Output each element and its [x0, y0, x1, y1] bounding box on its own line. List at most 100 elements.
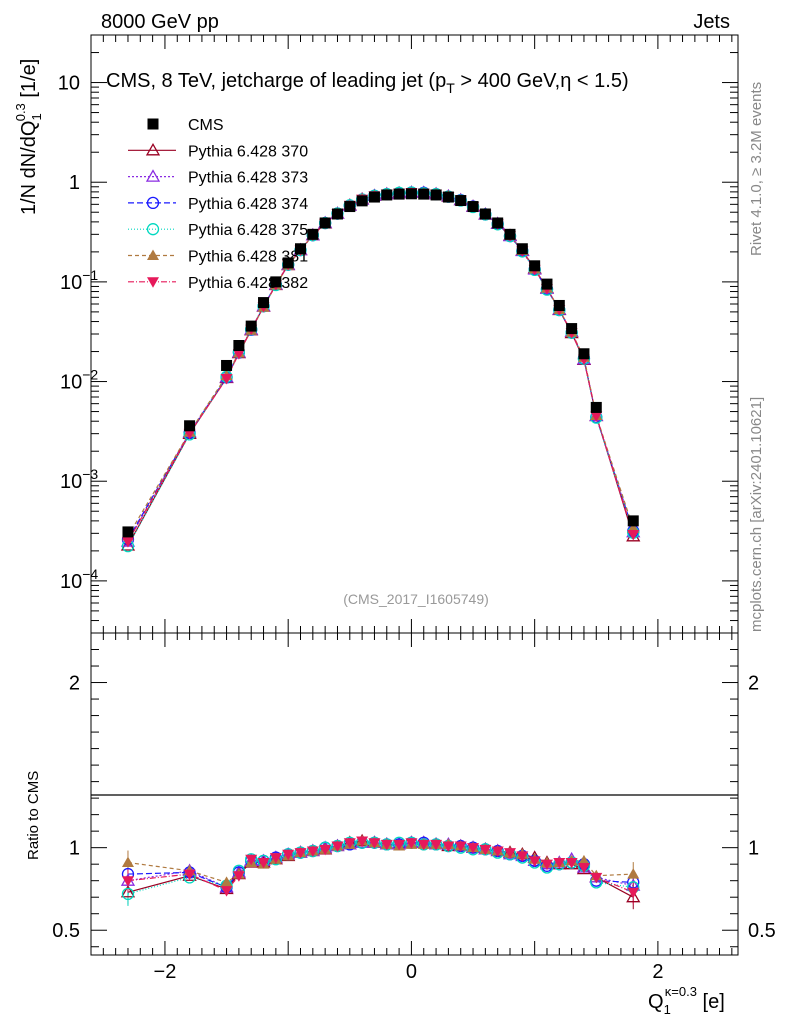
ratio-y-tick-label: 0.5 — [52, 920, 80, 942]
ratio-point-p382 — [269, 853, 282, 864]
chart-title-rest: > 400 GeV,η < 1.5) — [455, 70, 629, 92]
cms-point — [331, 208, 343, 220]
cms-point — [319, 217, 331, 229]
x-label-text: Q — [648, 991, 664, 1013]
ratio-y-tick-label-right: 1 — [748, 838, 759, 860]
legend-marker-p382 — [147, 277, 159, 288]
y-tick-base: 10 — [60, 471, 82, 493]
ratio-point-p382 — [417, 839, 430, 851]
chart-title: CMS, 8 TeV, jetcharge of leading jet (pT… — [106, 70, 629, 96]
point-p382 — [590, 411, 603, 423]
legend-marker-cms — [147, 118, 159, 130]
ratio-point-p370 — [626, 889, 641, 903]
y-label-main-unit: [1/e] — [18, 59, 40, 103]
y-axis-label-ratio: Ratio to CMS — [25, 771, 42, 860]
ratio-point-p382 — [319, 844, 332, 856]
cms-point — [344, 201, 356, 213]
ratio-point-p382 — [553, 858, 566, 869]
cms-point — [245, 320, 257, 332]
ratio-line-p381 — [127, 840, 634, 884]
legend-label-p373: Pythia 6.428 373 — [188, 170, 308, 187]
ratio-point-p382 — [306, 846, 319, 857]
ratio-point-p381 — [577, 854, 590, 866]
energy-label: 8000 GeV pp — [101, 11, 219, 33]
cms-point — [553, 299, 565, 311]
ratio-point-p382 — [442, 841, 455, 853]
y-tick-exp: −4 — [82, 566, 98, 582]
legend-marker-p381 — [147, 249, 159, 260]
ratio-point-p382 — [590, 872, 603, 884]
series-markers — [120, 185, 641, 903]
series-line-p374 — [127, 191, 634, 540]
series-line-p382 — [127, 191, 634, 542]
cms-point — [122, 526, 134, 538]
x-label-unit: [e] — [697, 991, 725, 1013]
legend-label-cms: CMS — [188, 117, 224, 134]
y-tick-base: 10 — [60, 571, 82, 593]
y-tick-base: 10 — [60, 272, 82, 294]
chart-title-main: CMS, 8 TeV, jetcharge of leading jet (p — [106, 70, 446, 92]
ratio-point-p382 — [491, 846, 504, 857]
ratio-point-p382 — [245, 854, 258, 866]
point-p382 — [232, 349, 245, 360]
ratio-point-p382 — [577, 862, 590, 874]
cms-point — [541, 278, 553, 290]
cms-point — [233, 340, 245, 352]
ratio-point-p382 — [393, 839, 406, 851]
rivet-label: Rivet 4.1.0, ≥ 3.2M events — [748, 82, 765, 256]
analysis-id: (CMS_2017_I1605749) — [343, 591, 489, 607]
ratio-point-p375 — [121, 887, 135, 901]
cms-point — [307, 228, 319, 240]
x-axis-label: Q1 κ=0.3 [e] — [648, 984, 725, 1017]
cms-point — [455, 195, 467, 207]
ratio-point-p382 — [257, 858, 270, 869]
y-label-main-sub: 1 — [29, 113, 44, 120]
ratio-point-p382 — [627, 887, 640, 899]
cms-point — [442, 191, 454, 203]
x-label-sub: 1 — [664, 1002, 671, 1017]
cms-point — [381, 189, 393, 201]
cms-point — [368, 191, 380, 203]
cms-point — [467, 201, 479, 213]
legend-label-p374: Pythia 6.428 374 — [188, 196, 308, 213]
point-p382 — [220, 374, 233, 385]
y-tick-label: 1 — [69, 172, 80, 194]
ratio-y-tick-label-right: 0.5 — [748, 920, 776, 942]
chart-title-sub: T — [446, 80, 455, 96]
ratio-point-p382 — [430, 839, 443, 851]
cms-point — [258, 297, 270, 309]
legend-label-p382: Pythia 6.428 382 — [188, 275, 308, 292]
legend: CMS Pythia 6.428 370 Pythia 6.428 373 Pythi… — [128, 117, 308, 292]
cms-point — [479, 208, 491, 220]
point-p382 — [627, 530, 640, 541]
cms-point — [627, 515, 639, 527]
category-label: Jets — [693, 11, 730, 33]
cms-point — [590, 401, 602, 413]
ratio-point-p381 — [627, 868, 640, 879]
cms-point — [356, 195, 368, 207]
ratio-point-p382 — [540, 859, 553, 871]
y-label-main-text: 1/N dN/dQ — [18, 121, 40, 215]
series-line-p381 — [127, 192, 634, 537]
ratio-point-p382 — [380, 839, 393, 851]
ratio-point-p382 — [454, 841, 467, 853]
legend-marker-p375 — [146, 223, 160, 236]
point-p382 — [121, 537, 134, 548]
ratio-point-p382 — [331, 841, 344, 853]
cms-point — [295, 243, 307, 255]
y-tick-label: 10−3 — [60, 466, 98, 493]
ratio-point-p382 — [356, 836, 369, 848]
cms-point — [492, 217, 504, 229]
ratio-y-tick-label: 1 — [69, 838, 80, 860]
y-tick-label: 10−2 — [60, 367, 98, 394]
ratio-point-p381 — [220, 876, 233, 887]
series-line-p370 — [127, 191, 634, 546]
ratio-point-p382 — [294, 848, 307, 859]
cms-point — [504, 228, 516, 240]
y-tick-exp: −2 — [82, 367, 98, 383]
legend-label-p370: Pythia 6.428 370 — [188, 143, 308, 160]
y-tick-base: 10 — [60, 372, 82, 394]
x-label-sup: κ=0.3 — [665, 984, 697, 999]
